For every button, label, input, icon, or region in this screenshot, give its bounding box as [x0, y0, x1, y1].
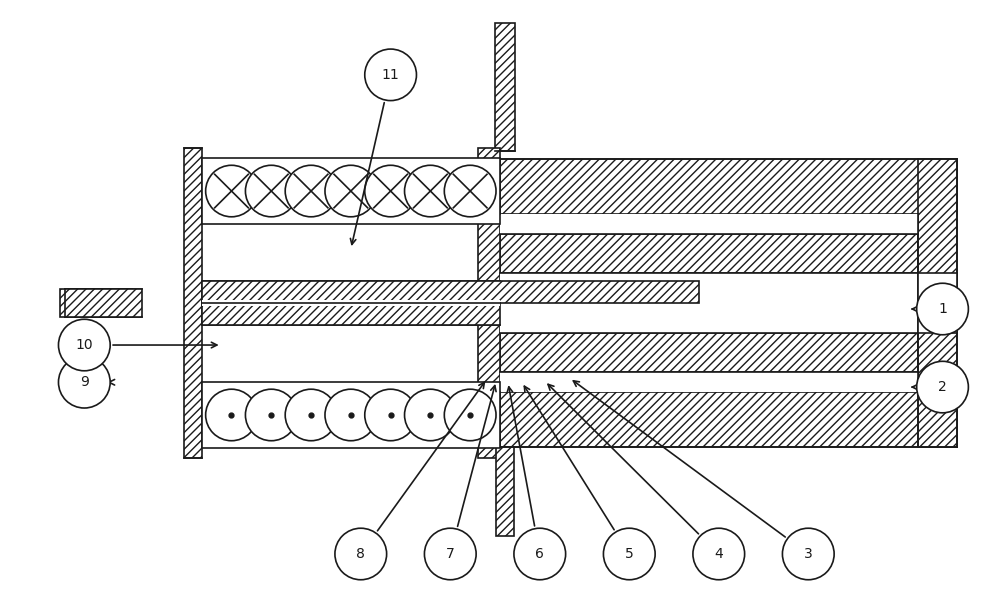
Bar	[202, 281, 699, 303]
Text: 7: 7	[446, 547, 455, 561]
Text: 6: 6	[535, 547, 544, 561]
Circle shape	[325, 165, 377, 217]
Bar	[65, 289, 142, 317]
Circle shape	[335, 528, 387, 580]
Bar	[202, 303, 500, 325]
Bar	[202, 158, 500, 224]
Circle shape	[58, 319, 110, 371]
Bar	[496, 447, 514, 536]
Bar	[500, 214, 918, 234]
Circle shape	[444, 389, 496, 441]
Bar	[60, 289, 132, 317]
Circle shape	[365, 389, 416, 441]
Bar	[500, 234, 918, 273]
Bar	[500, 333, 918, 372]
Text: 8: 8	[356, 547, 365, 561]
Circle shape	[245, 165, 297, 217]
Bar	[184, 148, 202, 458]
Circle shape	[405, 165, 456, 217]
Text: 10: 10	[76, 338, 93, 352]
Circle shape	[58, 356, 110, 408]
Circle shape	[782, 528, 834, 580]
Bar	[500, 392, 957, 447]
Text: 1: 1	[938, 302, 947, 316]
Circle shape	[365, 49, 416, 101]
Text: 5: 5	[625, 547, 634, 561]
Bar	[500, 159, 957, 214]
Circle shape	[917, 283, 968, 335]
Circle shape	[206, 165, 257, 217]
Bar	[918, 273, 957, 333]
Text: 3: 3	[804, 547, 813, 561]
Circle shape	[603, 528, 655, 580]
Circle shape	[405, 389, 456, 441]
Circle shape	[245, 389, 297, 441]
Circle shape	[917, 361, 968, 413]
Text: 4: 4	[714, 547, 723, 561]
Circle shape	[285, 165, 337, 217]
Circle shape	[444, 165, 496, 217]
Bar	[500, 372, 918, 392]
Circle shape	[285, 389, 337, 441]
Bar	[918, 159, 957, 447]
Bar	[500, 273, 918, 333]
Circle shape	[514, 528, 566, 580]
Bar	[478, 148, 500, 458]
Bar	[495, 22, 515, 152]
Text: 9: 9	[80, 375, 89, 389]
Circle shape	[206, 389, 257, 441]
Bar	[202, 382, 500, 448]
Circle shape	[693, 528, 745, 580]
Circle shape	[365, 165, 416, 217]
Text: 11: 11	[382, 68, 399, 82]
Circle shape	[424, 528, 476, 580]
Text: 2: 2	[938, 380, 947, 394]
Bar	[202, 300, 500, 306]
Circle shape	[325, 389, 377, 441]
